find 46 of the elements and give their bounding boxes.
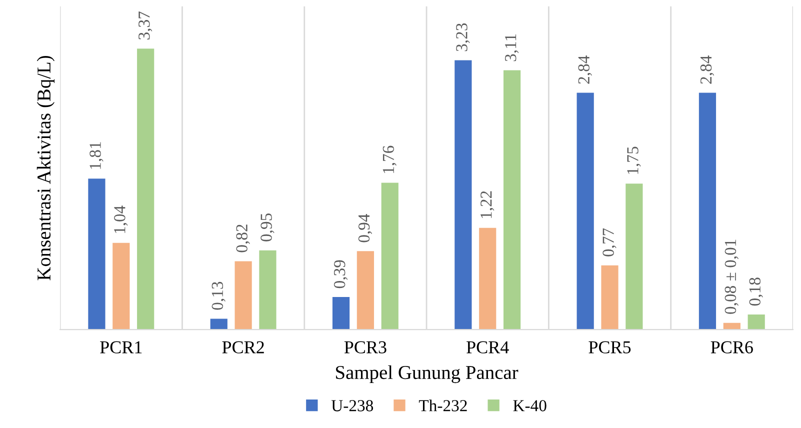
data-label: 0,94 — [358, 214, 372, 242]
legend-label: Th-232 — [418, 400, 467, 412]
bar — [259, 250, 276, 330]
data-label: 0,08 ± 0,01 — [724, 240, 738, 314]
data-label: 0,18 — [749, 278, 763, 306]
legend-label: K-40 — [513, 400, 546, 412]
x-tick-label: PCR6 — [710, 341, 753, 354]
x-axis-title: Sampel Gunung Pancar — [336, 365, 518, 384]
bar — [479, 228, 496, 330]
legend-label: U-238 — [331, 400, 374, 412]
data-label: 3,23 — [456, 23, 470, 52]
bar — [112, 242, 130, 330]
x-tick-label: PCR4 — [466, 341, 509, 354]
bar — [503, 70, 521, 330]
bar — [576, 92, 594, 330]
bar — [137, 48, 154, 330]
data-label: 1,76 — [382, 146, 396, 174]
data-label: 2,84 — [700, 56, 714, 84]
bar — [234, 261, 252, 330]
bar — [748, 314, 765, 330]
x-tick-label: PCR2 — [222, 341, 264, 354]
data-label: 0,13 — [212, 282, 226, 310]
data-label: 1,04 — [114, 206, 128, 234]
bar — [210, 318, 228, 330]
data-label: 3,11 — [505, 34, 519, 62]
bar — [332, 297, 350, 330]
data-label: 1,75 — [627, 146, 641, 174]
bar — [626, 184, 643, 330]
bar — [381, 182, 398, 330]
bar — [88, 178, 106, 330]
bar — [454, 60, 472, 330]
bar — [356, 251, 374, 330]
bar — [698, 92, 716, 330]
data-label: 2,84 — [578, 56, 592, 84]
data-label: 0,39 — [334, 260, 348, 288]
x-tick-label: PCR3 — [344, 341, 386, 354]
data-label: 1,81 — [90, 142, 104, 169]
x-tick-label: PCR5 — [588, 341, 631, 354]
bar — [601, 265, 618, 330]
data-label: 0,77 — [602, 228, 616, 256]
y-axis-title: Konsentrasi Aktivitas (Bq/L) — [36, 56, 55, 280]
data-label: 3,37 — [138, 12, 152, 40]
data-label: 0,95 — [260, 214, 274, 242]
data-label: 0,82 — [236, 224, 250, 252]
x-tick-label: PCR1 — [100, 341, 142, 354]
data-label: 1,22 — [480, 191, 494, 218]
